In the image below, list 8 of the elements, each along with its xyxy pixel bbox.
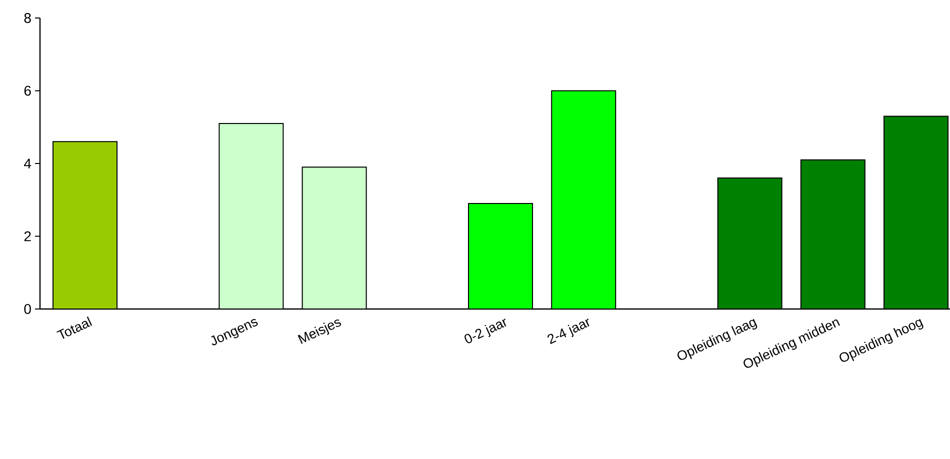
x-tick-label: Totaal bbox=[56, 316, 92, 339]
y-tick-label: 8 bbox=[24, 13, 31, 23]
x-tick-label: 2-4 jaar bbox=[548, 318, 590, 344]
y-tick-label: 4 bbox=[24, 158, 32, 168]
x-tick-label: 0-2 jaar bbox=[464, 318, 506, 344]
y-tick-label: 6 bbox=[24, 86, 31, 96]
y-tick-label: 0 bbox=[24, 304, 31, 314]
y-tick-label: 2 bbox=[24, 231, 31, 242]
